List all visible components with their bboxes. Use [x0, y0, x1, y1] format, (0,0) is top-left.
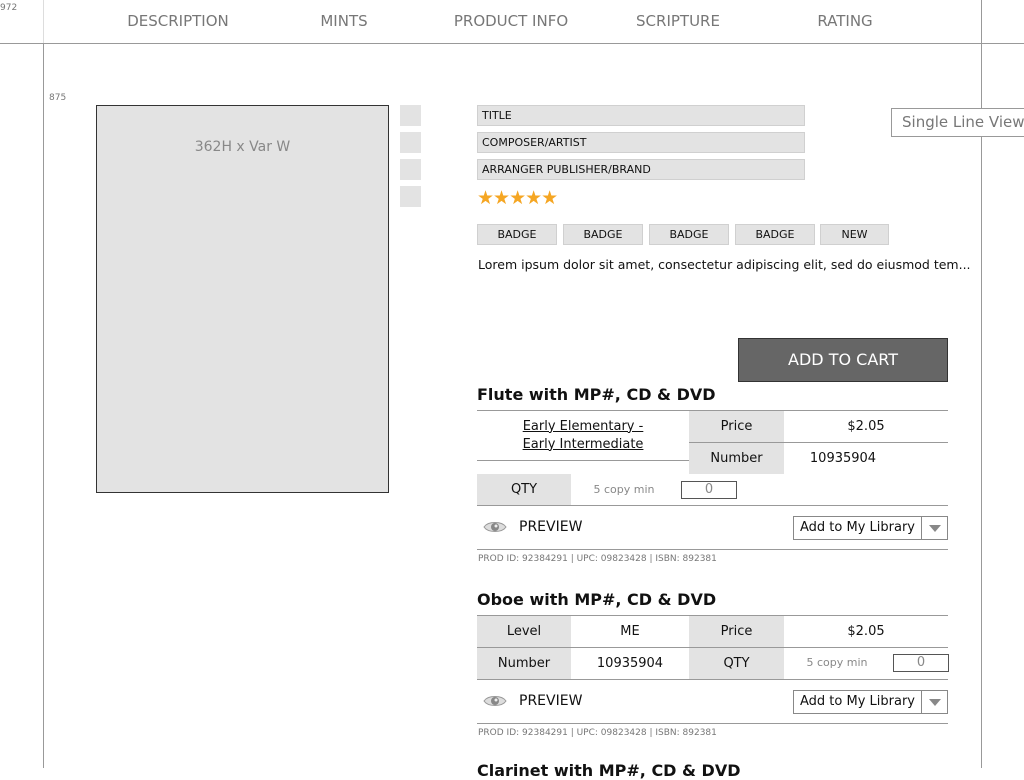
preview-label: PREVIEW [519, 693, 583, 709]
row-divider [689, 442, 948, 443]
qty-min-note: 5 copy min [593, 483, 655, 496]
product-image: 362H x Var W [96, 105, 389, 493]
level-link[interactable]: Early Elementary - Early Intermediate [522, 418, 644, 452]
product-title: Clarinet with MP#, CD & DVD [477, 761, 741, 780]
price-label: Price [689, 411, 784, 442]
thumbnail[interactable] [400, 132, 421, 153]
ruler-top-label: 972 [0, 3, 18, 13]
thumbnail[interactable] [400, 159, 421, 180]
add-to-cart-button[interactable]: ADD TO CART [738, 338, 948, 382]
qty-label: QTY [477, 474, 571, 505]
qty-input[interactable]: 0 [681, 481, 737, 499]
eye-icon [483, 696, 507, 706]
single-line-view-button[interactable]: Single Line View [891, 108, 1024, 137]
badge: BADGE [735, 224, 815, 245]
row-divider [477, 723, 948, 724]
right-guide [981, 0, 982, 768]
add-to-library-dropdown[interactable]: Add to My Library [793, 690, 948, 714]
badge: BADGE [649, 224, 729, 245]
number-value: 10935904 [809, 451, 877, 466]
price-value: $2.05 [847, 624, 885, 639]
level-value: ME [620, 624, 640, 639]
level-label: Level [477, 616, 571, 647]
preview-button[interactable]: PREVIEW [483, 693, 582, 709]
row-divider [477, 505, 948, 506]
tab-scripture[interactable]: SCRIPTURE [636, 12, 720, 30]
row-divider [477, 679, 948, 680]
nav-divider [0, 43, 1024, 44]
badge: BADGE [477, 224, 557, 245]
product-ids: PROD ID: 92384291 | UPC: 09823428 | ISBN… [478, 728, 717, 738]
eye-icon [483, 522, 507, 532]
new-badge: NEW [820, 224, 889, 245]
qty-min-note: 5 copy min [806, 656, 868, 669]
add-to-library-dropdown[interactable]: Add to My Library [793, 516, 948, 540]
row-divider [477, 549, 948, 550]
chevron-down-icon [921, 517, 947, 539]
chevron-down-icon [921, 691, 947, 713]
price-value: $2.05 [847, 419, 885, 434]
tab-rating[interactable]: RATING [817, 12, 873, 30]
composer-field: COMPOSER/ARTIST [477, 132, 805, 153]
thumbnail[interactable] [400, 186, 421, 207]
number-value: 10935904 [596, 656, 664, 671]
number-label: Number [689, 443, 784, 474]
image-placeholder-label: 362H x Var W [194, 139, 291, 155]
product-title: Flute with MP#, CD & DVD [477, 385, 716, 404]
row-divider [477, 460, 689, 461]
row-divider [477, 615, 948, 616]
tab-mints[interactable]: MINTS [320, 12, 368, 30]
add-to-library-label: Add to My Library [800, 694, 915, 709]
ruler-side-label: 875 [49, 93, 67, 103]
product-ids: PROD ID: 92384291 | UPC: 09823428 | ISBN… [478, 554, 717, 564]
qty-input[interactable]: 0 [893, 654, 949, 672]
row-divider [477, 647, 948, 648]
preview-label: PREVIEW [519, 519, 583, 535]
price-label: Price [689, 616, 784, 647]
number-label: Number [477, 648, 571, 679]
thumbnail[interactable] [400, 105, 421, 126]
left-guide [43, 43, 44, 768]
tab-product-info[interactable]: PRODUCT INFO [453, 12, 569, 30]
arranger-field: ARRANGER PUBLISHER/BRAND [477, 159, 805, 180]
star-rating: ★★★★★ [477, 187, 558, 209]
title-field: TITLE [477, 105, 805, 126]
preview-button[interactable]: PREVIEW [483, 519, 582, 535]
qty-label: QTY [689, 648, 784, 679]
row-divider [477, 410, 948, 411]
add-to-library-label: Add to My Library [800, 520, 915, 535]
description-text: Lorem ipsum dolor sit amet, consectetur … [478, 257, 971, 272]
tab-description[interactable]: DESCRIPTION [127, 12, 229, 30]
badge: BADGE [563, 224, 643, 245]
product-title: Oboe with MP#, CD & DVD [477, 590, 717, 609]
